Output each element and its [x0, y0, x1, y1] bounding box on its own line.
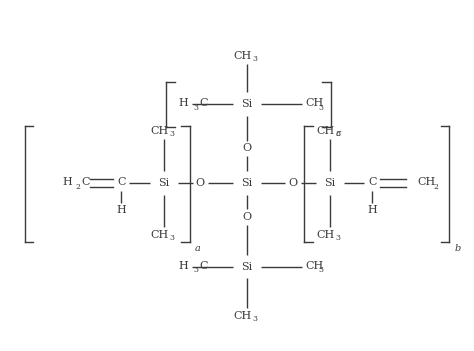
- Text: CH: CH: [317, 126, 335, 136]
- Text: CH: CH: [317, 230, 335, 240]
- Text: 3: 3: [252, 315, 257, 323]
- Text: Si: Si: [324, 178, 336, 188]
- Text: O: O: [289, 178, 298, 188]
- Text: 3: 3: [335, 234, 340, 242]
- Text: CH: CH: [418, 177, 436, 187]
- Text: H: H: [117, 205, 126, 216]
- Text: O: O: [242, 144, 251, 153]
- Text: C: C: [200, 98, 208, 108]
- Text: Si: Si: [241, 99, 253, 109]
- Text: H: H: [62, 177, 72, 187]
- Text: Si: Si: [241, 261, 253, 272]
- Text: H: H: [179, 260, 189, 271]
- Text: 2: 2: [76, 183, 81, 191]
- Text: a: a: [194, 244, 201, 253]
- Text: C: C: [368, 177, 377, 187]
- Text: O: O: [242, 212, 251, 222]
- Text: H: H: [179, 98, 189, 108]
- Text: 3: 3: [169, 234, 174, 242]
- Text: 3: 3: [252, 55, 257, 63]
- Text: CH: CH: [151, 230, 169, 240]
- Text: 2: 2: [434, 183, 438, 191]
- Text: CH: CH: [151, 126, 169, 136]
- Text: C: C: [82, 177, 91, 187]
- Text: CH: CH: [234, 51, 252, 61]
- Text: CH: CH: [305, 98, 323, 108]
- Text: b: b: [455, 244, 461, 253]
- Text: CH: CH: [305, 260, 323, 271]
- Text: H: H: [367, 205, 377, 216]
- Text: CH: CH: [234, 311, 252, 321]
- Text: Si: Si: [241, 178, 253, 188]
- Text: C: C: [117, 177, 126, 187]
- Text: 3: 3: [169, 130, 174, 138]
- Text: O: O: [196, 178, 205, 188]
- Text: 3: 3: [193, 104, 199, 112]
- Text: 3: 3: [318, 104, 323, 112]
- Text: 3: 3: [193, 266, 199, 274]
- Text: 3: 3: [318, 266, 323, 274]
- Text: C: C: [200, 260, 208, 271]
- Text: Si: Si: [158, 178, 170, 188]
- Text: c: c: [336, 129, 341, 138]
- Text: 3: 3: [335, 130, 340, 138]
